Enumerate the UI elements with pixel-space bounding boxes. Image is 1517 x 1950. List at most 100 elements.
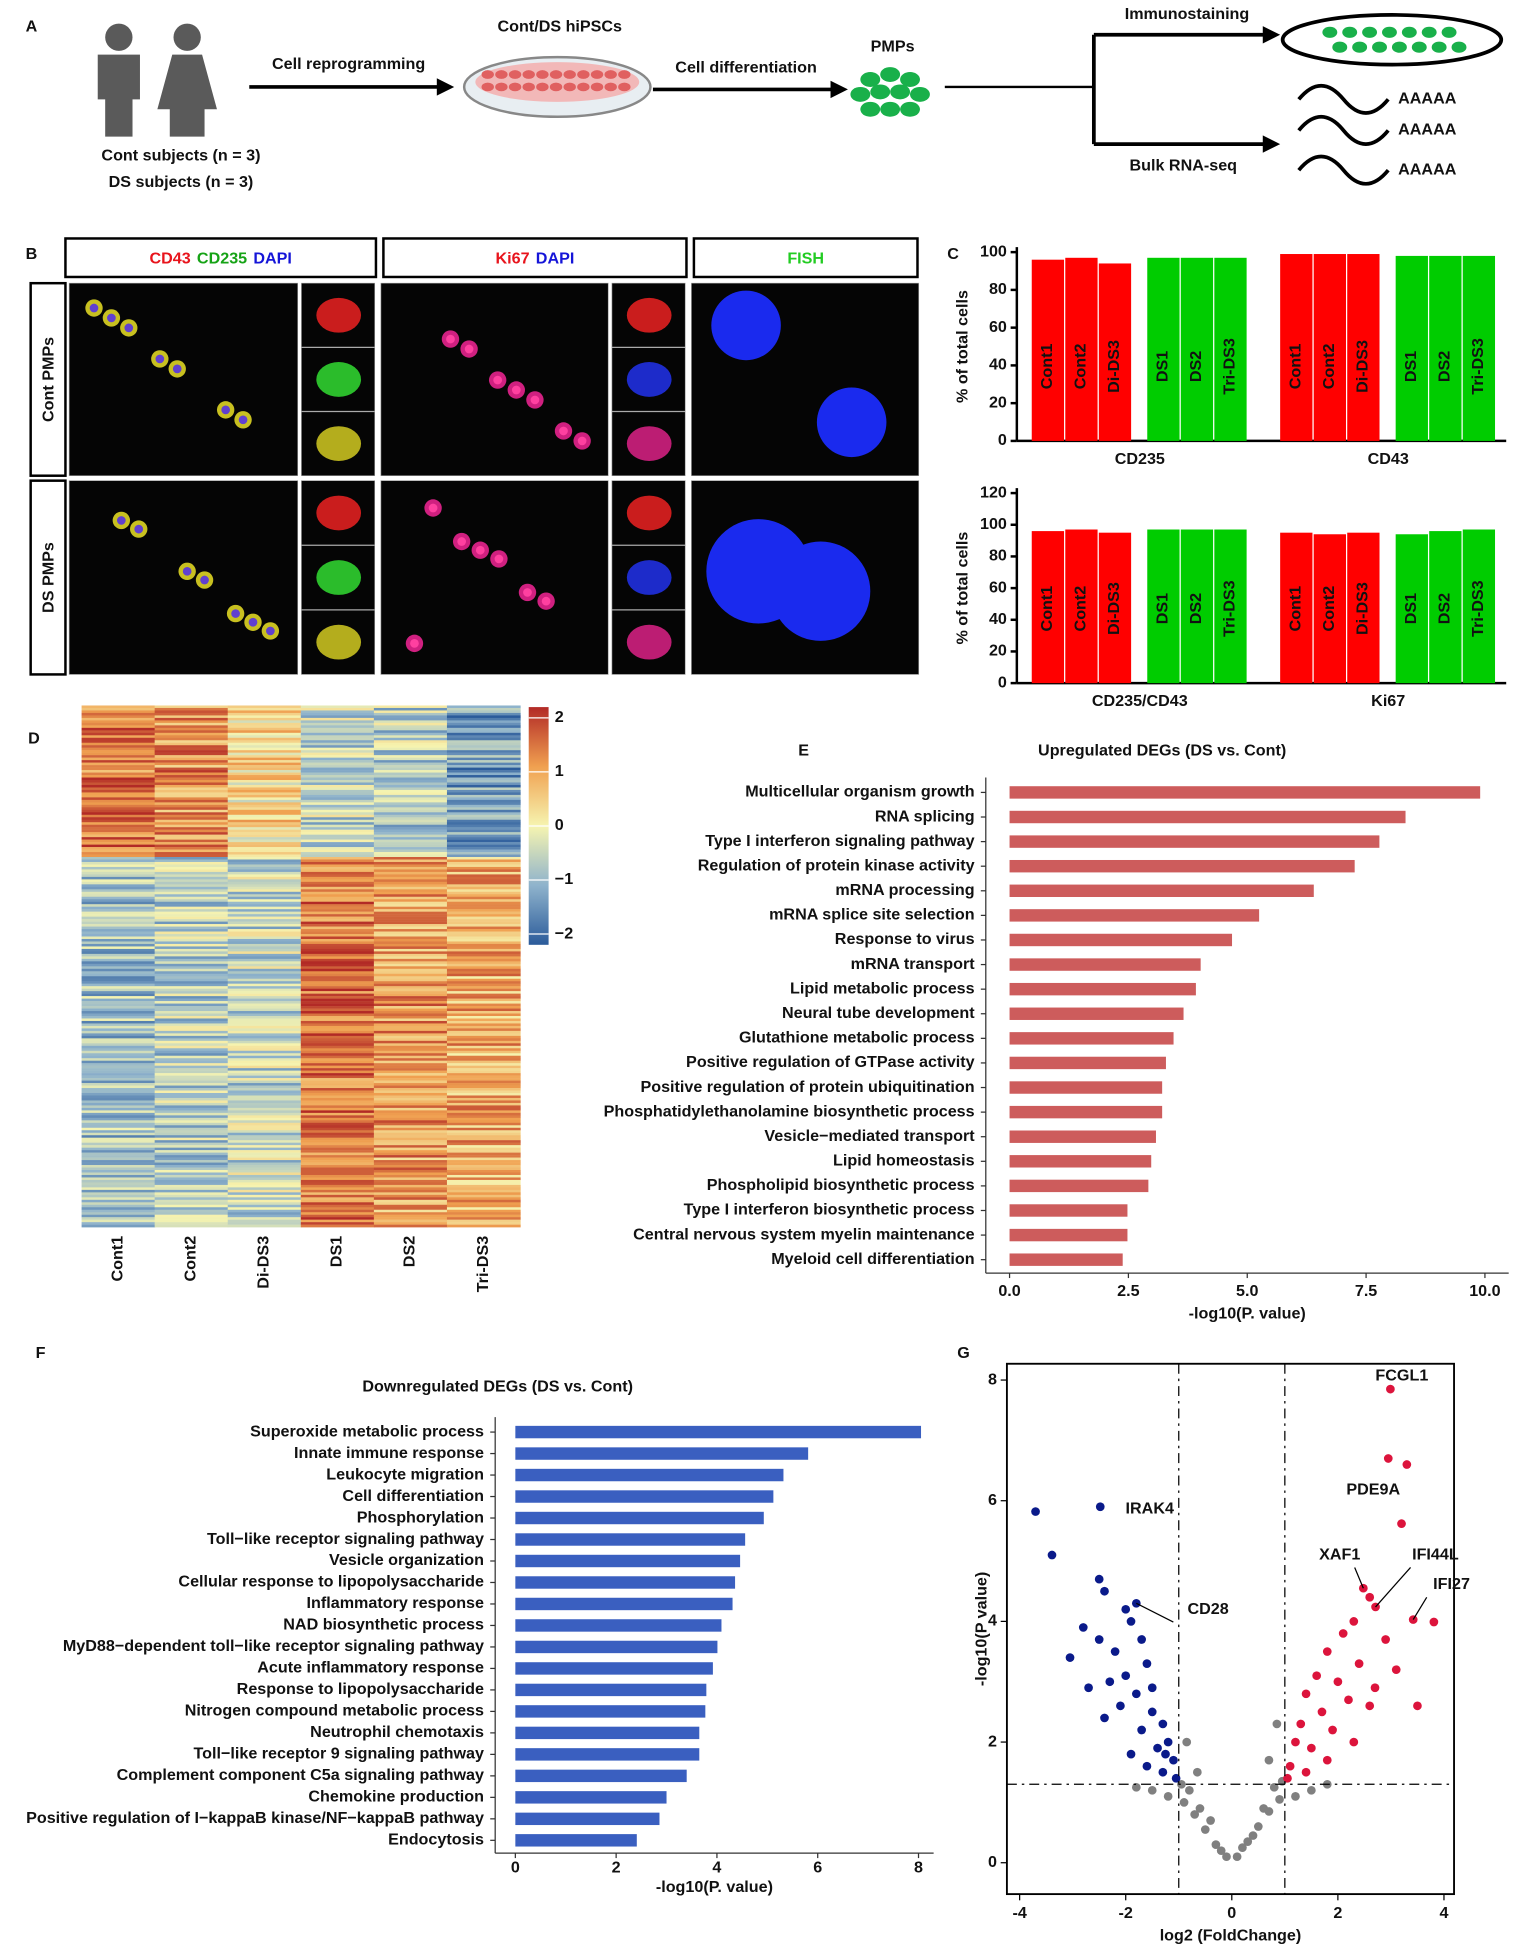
heatmap-stripe: [373, 941, 448, 945]
heatmap-stripe: [373, 934, 448, 937]
heatmap-stripe: [300, 1125, 375, 1129]
heatmap-stripe: [154, 1157, 229, 1161]
heatmap-stripe: [227, 1008, 302, 1012]
bar: [1009, 982, 1196, 996]
heatmap-stripe: [227, 1030, 302, 1034]
cell: [481, 82, 494, 92]
heatmap-stripe: [81, 943, 156, 947]
heatmap-stripe: [446, 996, 521, 999]
heatmap-stripe: [154, 1170, 229, 1173]
heatmap-stripe: [446, 1063, 521, 1066]
heatmap-stripe: [81, 926, 156, 930]
heatmap-stripe: [81, 1001, 156, 1004]
heatmap-stripe: [300, 819, 375, 823]
heatmap-stripe: [81, 819, 156, 823]
heatmap-stripe: [154, 1212, 229, 1215]
heatmap-stripe: [446, 909, 521, 912]
heatmap-stripe: [300, 782, 375, 786]
bar-label: DS1: [1154, 593, 1172, 624]
heatmap-stripe: [373, 752, 448, 756]
bar: [515, 1468, 784, 1482]
heatmap-stripe: [154, 777, 229, 781]
heatmap-stripe: [81, 973, 156, 977]
heatmap-stripe: [300, 914, 375, 917]
heatmap-stripe: [373, 780, 448, 783]
header-marker: DAPI: [536, 250, 575, 268]
annotation: IRAK4: [1126, 1499, 1174, 1517]
heatmap-stripe: [373, 1140, 448, 1143]
heatmap-stripe: [154, 1165, 229, 1168]
heatmap-stripe: [300, 864, 375, 868]
heatmap-stripe: [154, 812, 229, 816]
node-label: PMPs: [871, 37, 915, 55]
bar: [1009, 1081, 1163, 1094]
heatmap-stripe: [373, 861, 448, 865]
heatmap-stripe: [81, 767, 156, 771]
heatmap-stripe: [154, 1038, 229, 1042]
heatmap-stripe: [446, 1224, 521, 1228]
bar: [1147, 529, 1180, 684]
heatmap-stripe: [446, 1120, 521, 1124]
heatmap-stripe: [373, 1003, 448, 1007]
heatmap-stripe: [227, 1112, 302, 1116]
y-tick-label: 2: [988, 1732, 997, 1750]
heatmap-stripe: [227, 789, 302, 793]
heatmap-stripe: [300, 1192, 375, 1196]
heatmap-stripe: [373, 1085, 448, 1089]
heatmap-stripe: [300, 983, 375, 987]
heatmap-stripe: [227, 904, 302, 907]
heatmap-stripe: [300, 1107, 375, 1111]
bar: [1214, 257, 1247, 441]
heatmap-stripe: [81, 993, 156, 997]
heatmap-stripe: [227, 782, 302, 786]
heatmap-stripe: [227, 924, 302, 927]
category-label: Neural tube development: [782, 1004, 975, 1022]
heatmap-stripe: [373, 976, 448, 979]
heatmap-stripe: [300, 789, 375, 793]
heatmap-stripe: [300, 1038, 375, 1042]
heatmap-stripe: [81, 876, 156, 880]
heatmap-stripe: [227, 1132, 302, 1136]
bar: [1065, 529, 1098, 684]
heatmap-stripe: [300, 847, 375, 850]
heatmap-stripe: [300, 1097, 375, 1101]
heatmap-stripe: [81, 899, 156, 902]
heatmap-stripe: [373, 1105, 448, 1109]
heatmap-stripe: [373, 817, 448, 820]
heatmap-stripe: [227, 936, 302, 940]
point: [1211, 1840, 1221, 1849]
heatmap-stripe: [446, 1053, 521, 1056]
heatmap-stripe: [154, 1068, 229, 1071]
point: [1179, 1798, 1189, 1807]
colorbar-label: 2: [555, 708, 564, 726]
bar-label: Cont2: [1072, 344, 1090, 390]
heatmap-stripe: [154, 750, 229, 753]
header-text: FISH: [787, 250, 824, 268]
heatmap-stripe: [154, 1224, 229, 1228]
heatmap-stripe: [154, 1048, 229, 1052]
heatmap-stripe: [446, 911, 521, 915]
heatmap-stripe: [446, 740, 521, 743]
stain-dot: [1382, 26, 1397, 38]
stain-dot: [1431, 41, 1447, 53]
heatmap-stripe: [300, 722, 375, 726]
heatmap-stripe: [227, 1150, 302, 1153]
heatmap-stripe: [300, 1083, 375, 1086]
dish-inner: [475, 62, 640, 102]
point: [1131, 1689, 1141, 1699]
heatmap-stripe: [154, 1217, 229, 1220]
heatmap-stripe: [373, 936, 448, 940]
heatmap-stripe: [81, 1025, 156, 1029]
heatmap-stripe: [446, 1075, 521, 1079]
heatmap-stripe: [227, 765, 302, 768]
point: [1163, 1792, 1173, 1801]
bar: [515, 1533, 746, 1546]
heatmap-stripe: [373, 1155, 448, 1158]
heatmap-stripe: [81, 712, 156, 716]
heatmap-stripe: [81, 777, 156, 781]
heatmap-stripe: [373, 712, 448, 716]
heatmap-stripe: [373, 981, 448, 984]
heatmap-stripe: [373, 844, 448, 848]
heatmap-stripe: [300, 745, 375, 748]
heatmap-stripe: [300, 777, 375, 781]
